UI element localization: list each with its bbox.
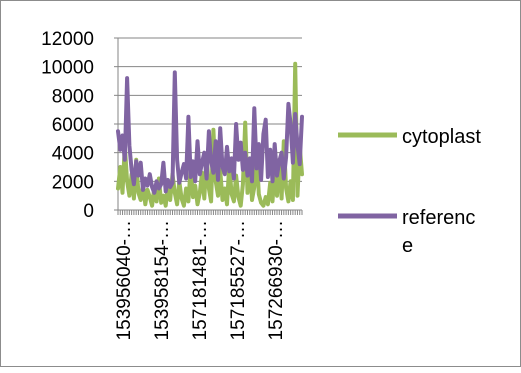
y-tick-label: 0 bbox=[83, 201, 94, 222]
series-line-reference bbox=[116, 70, 304, 195]
series-lines bbox=[116, 61, 304, 208]
x-tick-label: 157266930-… bbox=[266, 220, 287, 340]
axes bbox=[114, 37, 303, 215]
legend-label-reference: referenc bbox=[402, 207, 475, 229]
y-tick-label: 10000 bbox=[41, 58, 94, 79]
y-tick-labels: 0 2000 4000 6000 8000 10000 12000 bbox=[41, 29, 94, 222]
x-tick-labels: 153956040-… 153958154-… 157181481-… 1571855… bbox=[114, 220, 287, 340]
x-tick-label: 157181481-… bbox=[190, 220, 211, 340]
legend: cytoplast referenc e bbox=[338, 126, 481, 257]
y-tick-label: 12000 bbox=[41, 29, 94, 50]
x-tick-label: 153956040-… bbox=[114, 220, 135, 340]
legend-label-cytoplast: cytoplast bbox=[402, 126, 481, 148]
y-tick-label: 8000 bbox=[52, 86, 94, 107]
x-tick-label: 157185527-… bbox=[228, 220, 249, 340]
series-line-cytoplast bbox=[116, 61, 304, 208]
y-tick-label: 6000 bbox=[52, 115, 94, 136]
y-tick-label: 2000 bbox=[52, 172, 94, 193]
x-tick-label: 153958154-… bbox=[152, 220, 173, 340]
legend-label-reference: e bbox=[402, 235, 413, 257]
y-tick-label: 4000 bbox=[52, 144, 94, 165]
